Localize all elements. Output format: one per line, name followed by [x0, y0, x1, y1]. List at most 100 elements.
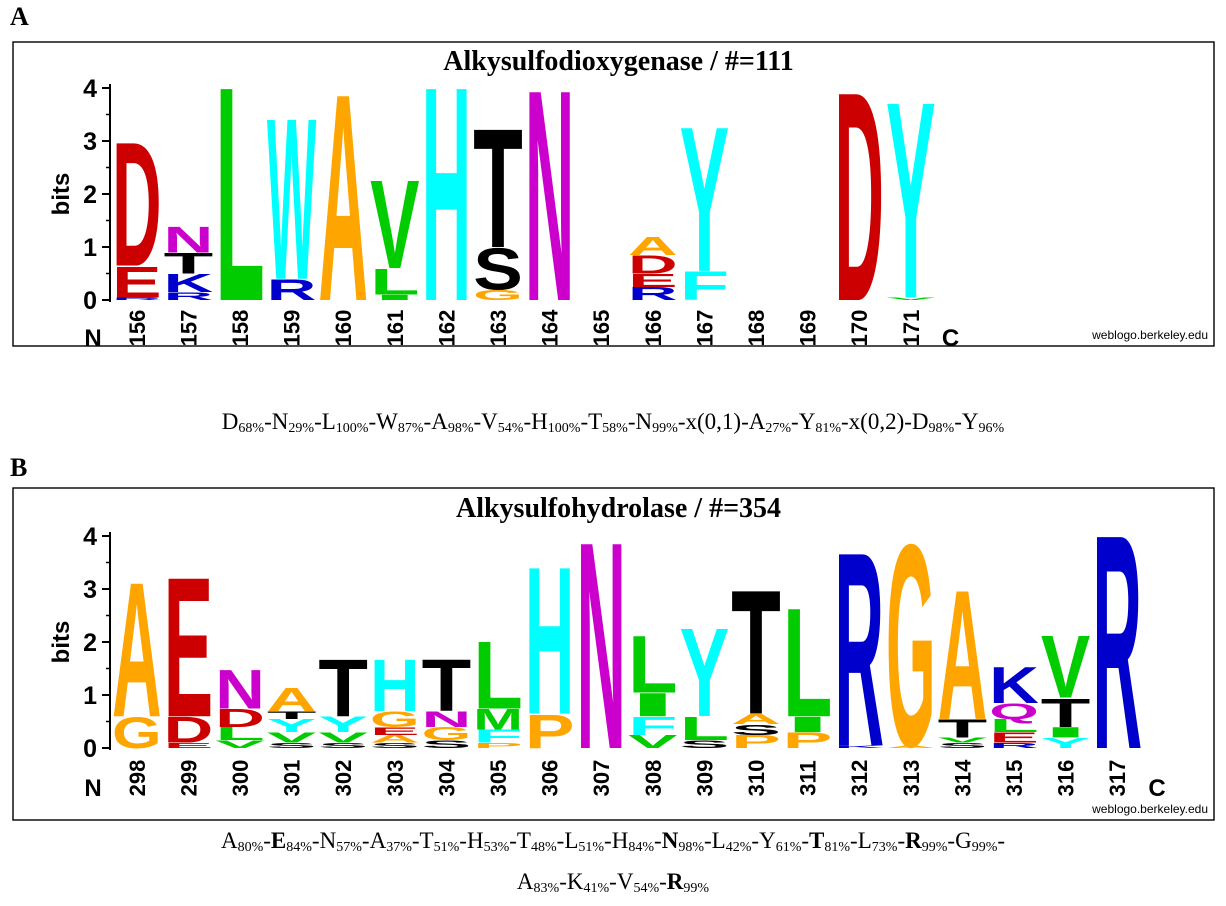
position-label: 166: [641, 310, 666, 347]
logo-letter-R: R: [989, 741, 1039, 749]
y-axis-label: bits: [48, 173, 75, 216]
logo-letter-T: T: [164, 247, 214, 280]
logo-letter-E: E: [370, 725, 420, 737]
logo-letter-A: A: [628, 231, 678, 260]
consensus-residue: A98%-: [431, 409, 482, 436]
position-label: 316: [1054, 760, 1079, 797]
logo-letter-G: G: [370, 707, 420, 732]
logo-panel-b: Alkysulfohydrolase / #=354 0 1 2 3 4 bits N Cweb…: [12, 472, 1215, 821]
y-tick-label: 0: [83, 735, 97, 763]
logo-letter-V: V: [267, 730, 317, 746]
logo-letter-D: D: [834, 30, 884, 364]
logo-letter-V: V: [319, 730, 369, 746]
consensus-residue: x(0,2)-: [848, 409, 912, 434]
position-label: 304: [434, 759, 459, 796]
logo-letter-V: V: [938, 736, 987, 744]
consensus-residue: L42%-: [711, 828, 760, 855]
y-tick-label: 3: [83, 128, 97, 156]
position-label: 158: [228, 310, 253, 347]
logo-letter-S: S: [680, 738, 730, 750]
position-label: 311: [796, 760, 821, 796]
weblogo-credit: weblogo.berkeley.edu: [1091, 328, 1208, 342]
position-label: 315: [1002, 760, 1027, 797]
y-tick-label: 3: [83, 576, 97, 604]
logo-letter-V: V: [628, 732, 677, 753]
logo-letter-N: N: [215, 658, 265, 720]
position-label: 306: [538, 760, 563, 797]
logo-letter-Y: Y: [318, 712, 368, 737]
weblogo-credit: weblogo.berkeley.edu: [1091, 802, 1208, 816]
logo-letter-I: I: [1041, 724, 1091, 741]
consensus-residue: T81%-: [809, 828, 858, 855]
consensus-residue: L51%-: [564, 828, 612, 855]
position-label: 167: [692, 310, 717, 347]
logo-letter-N: N: [164, 219, 214, 261]
logo-letter-H: H: [525, 524, 575, 759]
position-label: 170: [847, 310, 872, 347]
consensus-residue: D68%-: [221, 409, 272, 436]
logo-letter-P: P: [473, 741, 523, 749]
logo-letter-T: T: [318, 643, 368, 734]
logo-letter-H: H: [370, 645, 420, 728]
position-label: 160: [331, 310, 356, 347]
consensus-residue: T51%-: [419, 828, 467, 855]
logo-letter-L: L: [680, 711, 730, 748]
logo-letter-P: P: [525, 705, 575, 759]
c-terminus-label: C: [942, 325, 959, 352]
logo-letter-G: G: [473, 287, 523, 304]
logo-letter-Y: Y: [680, 602, 730, 743]
consensus-sequence-b: A80%-E84%-N57%-A37%-T51%-H53%-T48%-L51%-…: [0, 824, 1226, 906]
logo-letter-E: E: [628, 270, 678, 290]
logo-letter-E: E: [164, 536, 214, 759]
logo-letter-I: I: [628, 686, 678, 723]
consensus-residue: A27%-: [748, 409, 799, 436]
y-tick-label: 2: [83, 181, 97, 209]
logo-letter-L: L: [215, 22, 265, 365]
position-label: 308: [641, 760, 666, 797]
logo-frame: [12, 41, 1215, 347]
consensus-residue: N57%-: [319, 828, 370, 855]
position-label: 305: [486, 760, 511, 797]
y-tick-label: 1: [83, 234, 97, 262]
position-label: 300: [228, 760, 253, 797]
logo-letter-V: V: [215, 738, 264, 750]
position-label: 302: [331, 760, 356, 797]
logo-letter-R: R: [628, 283, 678, 304]
position-label: 310: [744, 760, 769, 797]
position-label: 157: [176, 310, 201, 347]
logo-letter-S: S: [267, 741, 317, 749]
logo-letter-T: T: [267, 709, 317, 721]
consensus-residue: E84%-: [270, 828, 320, 855]
logo-letter-F: F: [473, 726, 523, 746]
logo-letter-S: S: [731, 721, 781, 738]
logo-letter-L: L: [473, 621, 523, 729]
position-label: 307: [589, 760, 614, 797]
panel-label-a: A: [10, 2, 29, 31]
logo-frame: [12, 487, 1215, 821]
y-axis-label: bits: [48, 621, 75, 664]
position-label: 162: [434, 310, 459, 347]
consensus-residue: W87%-: [376, 409, 432, 436]
logo-letter-A: A: [370, 733, 420, 745]
y-tick-label: 4: [83, 523, 97, 551]
logo-letter-K: K: [164, 269, 214, 298]
n-terminus-label: N: [84, 775, 101, 802]
consensus-residue: T48%-: [516, 828, 565, 855]
logo-letter-L: L: [215, 724, 265, 744]
logo-letter-S: S: [422, 738, 472, 750]
position-label: 163: [486, 310, 511, 347]
logo-letter-I: I: [783, 712, 833, 737]
logo-letter-Y: Y: [680, 83, 730, 315]
position-label: 312: [847, 760, 872, 797]
logo-letter-D: D: [112, 105, 162, 304]
logo-letter-V: V: [1041, 618, 1090, 717]
logo-letter-N: N: [525, 28, 575, 364]
logo-letter-P: P: [783, 728, 833, 753]
consensus-residue: H100%-: [531, 409, 589, 436]
logo-letter-S: S: [370, 741, 420, 749]
logo-letter-I: I: [370, 293, 420, 301]
y-tick-label: 4: [83, 75, 97, 103]
y-tick-label: 2: [83, 629, 97, 657]
position-label: 164: [538, 309, 563, 346]
consensus-residue: H53%-: [466, 828, 517, 855]
